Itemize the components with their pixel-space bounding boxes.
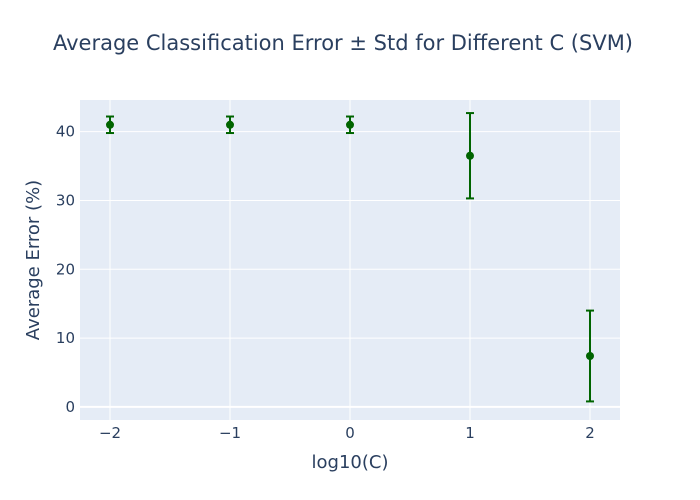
y-tick-label: 10 — [56, 329, 75, 347]
data-point — [466, 151, 474, 160]
y-tick-label: 0 — [65, 398, 75, 416]
x-tick-label: −2 — [99, 424, 121, 442]
chart-title: Average Classification Error ± Std for D… — [53, 31, 633, 55]
data-point-group — [586, 309, 594, 403]
data-point-group — [466, 112, 474, 200]
data-point — [226, 120, 234, 129]
data-point — [586, 352, 594, 360]
x-tick-label: −1 — [219, 424, 241, 442]
y-axis-title: Average Error (%) — [23, 180, 44, 340]
data-layer — [106, 112, 594, 403]
y-tick-label: 20 — [56, 260, 75, 278]
x-tick-label: 1 — [465, 424, 475, 442]
x-axis-title: log10(C) — [312, 452, 389, 473]
x-tick-label: 0 — [345, 424, 355, 442]
y-tick-label: 30 — [56, 191, 75, 209]
data-point-group — [106, 115, 114, 135]
data-point-group — [226, 115, 234, 135]
data-point — [106, 120, 114, 129]
data-point-group — [346, 115, 354, 135]
data-point — [346, 120, 354, 129]
y-tick-label: 40 — [56, 123, 75, 141]
x-tick-label: 2 — [585, 424, 595, 442]
